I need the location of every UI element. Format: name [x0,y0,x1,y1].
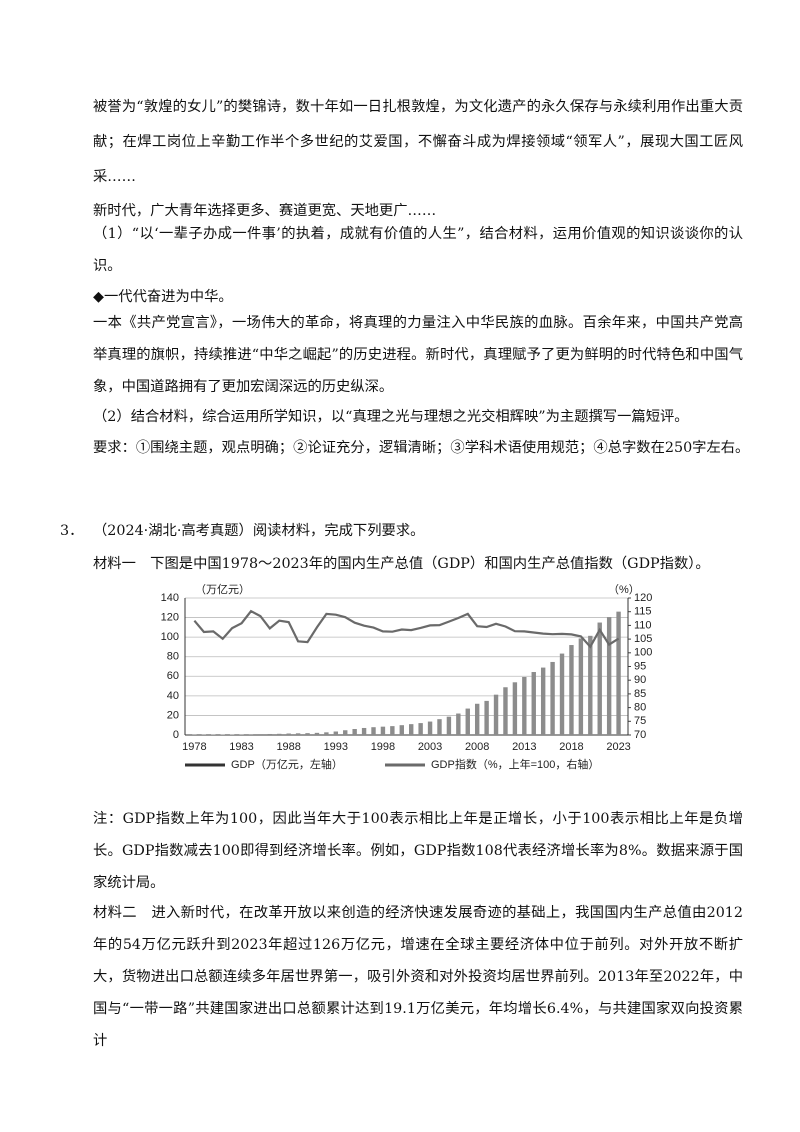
question-text: （2024·湖北·高考真题）阅读材料，完成下列要求。 [93,523,425,539]
y-unit: （万亿元） [195,583,250,596]
bar [578,638,584,735]
y2-tick-label: 70 [634,729,646,741]
bar [229,734,235,735]
bar [474,703,480,735]
note: 注：GDP指数上年为100，因此当年大于100表示相比上年是正增长，小于100表… [93,811,743,891]
question-item: （2）结合材料，综合运用所学知识，以“真理之光与理想之光交相辉映”为主题撰写一篇… [93,409,689,425]
y2-tick-label: 85 [634,688,646,700]
y2-tick-label: 80 [634,702,646,714]
y2-tick-label: 120 [634,592,652,604]
y2-tick-label: 115 [634,606,652,618]
paragraph: 新时代，广大青年选择更多、赛道更宽、天地更广…… [93,203,437,219]
y-tick-label: 100 [161,631,179,643]
x-tick-label: 1998 [371,741,395,753]
y-tick-label: 60 [167,670,179,682]
bar [352,729,357,735]
y-tick-label: 80 [167,651,179,663]
legend-label: GDP指数（%，上年=100，右轴） [431,757,599,771]
x-tick-label: 1983 [229,741,253,753]
y2-tick-label: 110 [634,619,652,631]
bar [550,661,555,735]
bar [277,733,282,735]
bar [531,672,536,735]
bar [380,726,386,735]
y-tick-label: 40 [167,690,179,702]
question-number: 3． [60,523,84,539]
bar [361,727,367,735]
material: 材料一 下图是中国1978～2023年的国内生产总值（GDP）和国内生产总值指数… [93,556,710,572]
chart: （万亿元） （%）02040608010012014070758085909510… [161,583,653,771]
bar [418,723,423,735]
y-tick-label: 120 [161,611,179,623]
x-tick-label: 1993 [324,741,348,753]
y2-unit: （%） [608,583,640,596]
y2-tick-label: 100 [634,647,652,659]
bar [267,733,273,735]
bar [314,732,320,735]
y-tick-label: 20 [167,709,179,721]
bar [522,676,527,735]
bar [305,733,310,735]
bar [248,734,254,735]
y2-tick-label: 75 [634,715,646,727]
bar [258,734,263,735]
question-item: （1）“以‘一辈子办成一件事’的执着，成就有价值的人生”，结合材料，运用价值观的… [93,226,743,274]
bar [456,713,461,735]
bar [597,622,602,735]
bar [588,635,593,735]
paragraph: 被誉为“敦煌的女儿”的樊锦诗，数十年如一日扎根敦煌，为文化遗产的永久保存与永续利… [93,99,743,185]
bar [333,731,339,735]
bar [559,653,565,735]
y-tick-label: 140 [161,592,179,604]
bar [503,687,508,735]
x-tick-label: 2018 [559,741,583,753]
bar [512,682,518,735]
bar [390,726,395,735]
x-tick-label: 1988 [276,741,300,753]
bar [616,611,621,735]
bar [371,727,376,735]
bar [569,645,574,735]
bar [295,733,301,735]
bar [484,700,489,735]
bar [239,734,244,735]
bar [409,724,414,735]
y2-tick-label: 90 [634,674,646,686]
bar [437,719,442,735]
y2-tick-label: 95 [634,660,646,672]
x-tick-label: 2023 [606,741,630,753]
y-tick-label: 0 [173,729,179,741]
bar [343,730,348,735]
x-tick-label: 2008 [465,741,489,753]
bar [493,694,499,735]
bar [324,732,329,735]
x-tick-label: 2013 [512,741,536,753]
requirements: 要求：①围绕主题，观点明确；②论证充分，逻辑清晰；③学科术语使用规范；④总字数在… [93,440,750,456]
bar [606,617,612,735]
material: 材料二 进入新时代，在改革开放以来创造的经济快速发展奇迹的基础上，我国国内生产总… [93,905,743,1049]
bar [399,725,404,735]
bar [446,716,452,735]
legend-label: GDP（万亿元，左轴） [231,757,343,771]
bar [427,721,433,735]
bar [540,667,546,735]
section-heading: ◆一代代奋进为中华。 [93,289,233,305]
line [193,609,620,649]
paragraph: 一本《共产党宣言》，一场伟大的革命，将真理的力量注入中华民族的血脉。百余年来，中… [93,315,743,395]
x-tick-label: 2003 [418,741,442,753]
y2-tick-label: 105 [634,633,652,645]
bar [465,708,470,735]
x-tick-label: 1978 [182,741,206,753]
bar [286,733,291,735]
